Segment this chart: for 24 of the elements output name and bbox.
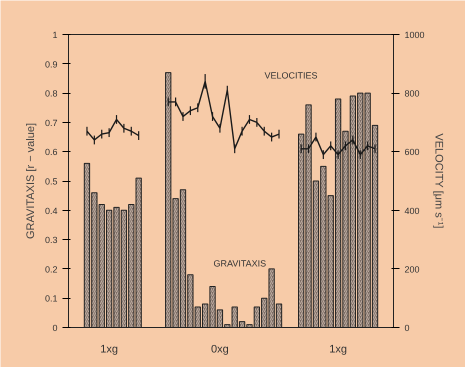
y-tick-label: 0.8 — [44, 88, 58, 99]
y-tick-label: 0.7 — [44, 118, 58, 128]
y-tick-label: 0.5 — [44, 176, 58, 186]
y2-axis-title: VELOCITY [μm s⁻¹] — [432, 133, 445, 228]
y2-tick-label: 600 — [404, 147, 420, 158]
y-tick-label: 0.3 — [44, 235, 58, 246]
y2-tick-label: 400 — [404, 206, 420, 216]
y-tick-label: 0.9 — [44, 59, 58, 70]
x-tick-label: 1xg — [100, 344, 118, 356]
y-tick-label: 1 — [52, 30, 58, 40]
y-tick-label: 0.1 — [44, 294, 58, 304]
annotation: GRAVITAXIS — [214, 258, 266, 268]
y2-tick-label: 200 — [404, 264, 420, 274]
x-tick-label: 0xg — [211, 344, 229, 356]
y-tick-label: 0.6 — [44, 147, 58, 158]
y-axis-title: GRAVITAXIS [r − value] — [24, 122, 37, 240]
y2-tick-label: 800 — [404, 88, 420, 99]
y-tick-label: 0 — [52, 323, 58, 333]
x-tick-label: 1xg — [329, 344, 347, 356]
y-tick-label: 0.2 — [44, 264, 58, 274]
annotation: VELOCITIES — [264, 70, 318, 80]
y-tick-label: 0.4 — [44, 206, 58, 216]
y2-tick-label: 1000 — [404, 30, 425, 40]
y2-tick-label: 0 — [404, 323, 410, 333]
